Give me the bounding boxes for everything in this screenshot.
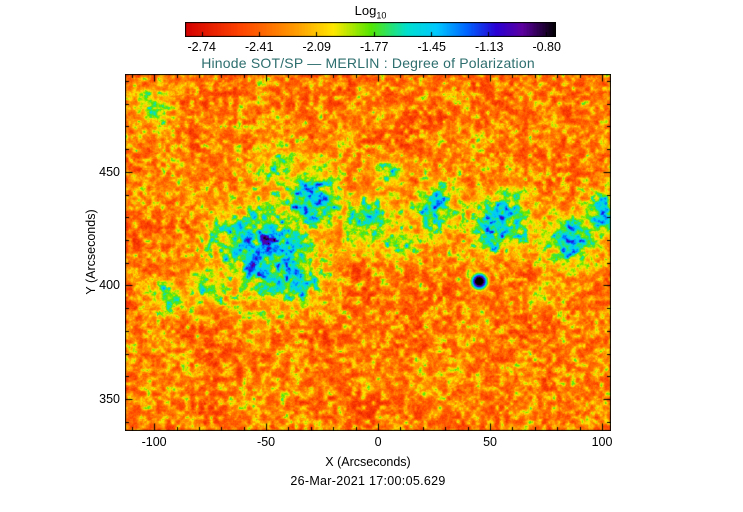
heatmap-canvas	[125, 74, 611, 431]
y-tick-labels: 350 400 450	[74, 74, 120, 431]
x-tick-labels: -100 -50 0 50 100	[125, 435, 613, 449]
colorbar-tick-label: -1.13	[474, 40, 504, 54]
x-tick-label: 100	[591, 435, 613, 449]
colorbar-tick-label: -1.77	[359, 40, 389, 54]
colorbar-title-text: Log	[354, 3, 377, 18]
timestamp-caption: 26-Mar-2021 17:00:05.629	[290, 474, 446, 488]
colorbar-tick-label: -1.45	[417, 40, 446, 54]
x-axis-label: X (Arcseconds)	[325, 455, 411, 469]
plot-title: Hinode SOT/SP — MERLIN : Degree of Polar…	[201, 55, 535, 71]
y-tick-label: 450	[99, 164, 120, 179]
colorbar-canvas	[185, 22, 556, 37]
y-axis-label: Y (Arcseconds)	[84, 209, 98, 295]
colorbar-tick-labels: -2.74 -2.41 -2.09 -1.77 -1.45 -1.13 -0.80	[185, 40, 561, 54]
colorbar-tick-label: -0.80	[532, 40, 561, 54]
y-tick-label: 400	[99, 278, 120, 293]
colorbar-title-subscript: 10	[376, 10, 387, 21]
colorbar-tick-label: -2.41	[244, 40, 274, 54]
colorbar-tick-label: -2.09	[302, 40, 331, 54]
x-tick-label: 50	[483, 435, 497, 449]
x-tick-label: -100	[141, 435, 167, 449]
x-tick-label: 0	[374, 435, 382, 449]
x-tick-label: -50	[257, 435, 276, 449]
y-tick-label: 350	[99, 392, 120, 407]
colorbar-tick-label: -2.74	[187, 40, 216, 54]
colorbar-title: Log10	[185, 3, 556, 21]
